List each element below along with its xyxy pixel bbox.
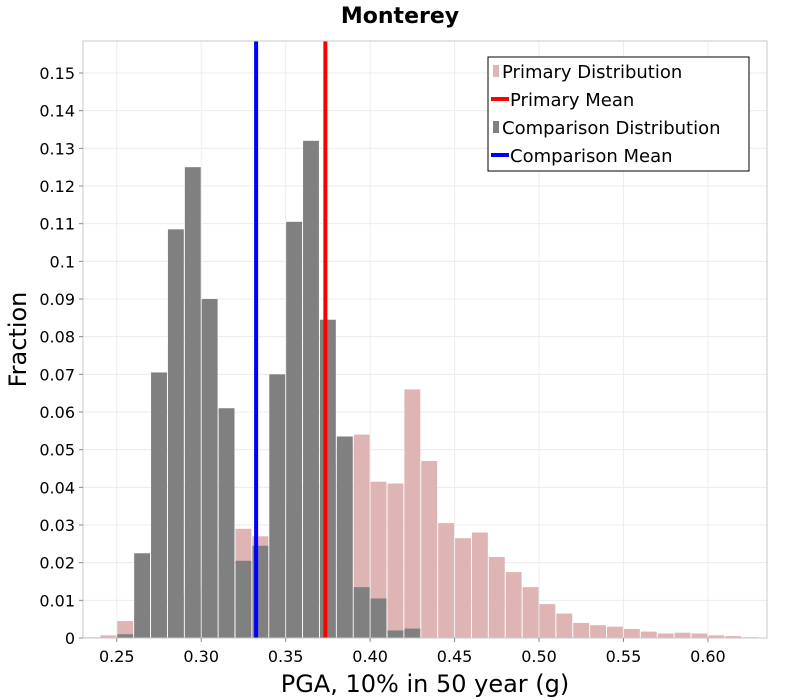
x-tick-label: 0.45 (437, 647, 473, 666)
comparison-distribution-bar (387, 630, 404, 638)
primary-distribution-bar (455, 538, 471, 638)
comparison-distribution-bar (218, 408, 235, 638)
comparison-distribution-bar (184, 167, 201, 638)
plot-frame (82, 40, 768, 639)
primary-distribution-bar (387, 483, 404, 638)
x-axis-ticks: 0.25 0.30 0.35 0.40 0.45 0.50 0.55 0.60 (99, 638, 726, 666)
comparison-distribution-bar (134, 553, 151, 638)
primary-distribution-bar (421, 460, 438, 638)
primary-distribution-bar (117, 621, 134, 638)
y-tick-label: 0.07 (39, 365, 75, 384)
primary-distribution-bar (725, 636, 742, 638)
y-tick-label: 0.06 (39, 403, 75, 422)
y-tick-label: 0.12 (39, 177, 75, 196)
primary-distribution-bar (438, 523, 455, 638)
comparison-distribution-bar (319, 319, 336, 638)
primary-distribution-bar (657, 633, 674, 638)
comparison-distribution-bar (353, 587, 370, 638)
comparison-distribution-bar (269, 374, 286, 638)
y-tick-label: 0.09 (39, 290, 75, 309)
primary-distribution-bar (471, 532, 488, 638)
comparison-distribution-bar (404, 628, 421, 638)
x-tick-label: 0.25 (99, 647, 135, 666)
y-tick-label: 0.02 (39, 554, 75, 573)
primary-distribution-bar (573, 622, 590, 638)
primary-distribution-bar (691, 633, 708, 638)
primary-distribution-legend-label: Primary Distribution (502, 62, 682, 83)
comparison-distribution-bar (201, 299, 218, 638)
primary-distribution-bar (488, 557, 505, 638)
comparison-mean-legend-label: Comparison Mean (510, 146, 673, 167)
plot-border (82, 40, 768, 639)
x-tick-label: 0.50 (521, 647, 557, 666)
y-tick-label: 0.11 (39, 215, 75, 234)
primary-distribution-bar (640, 631, 657, 638)
y-tick-label: 0.14 (39, 102, 75, 121)
y-tick-label: 0.1 (50, 252, 75, 271)
legend-box (487, 56, 750, 172)
mean-lines (254, 41, 328, 638)
primary-distribution-bar (100, 635, 117, 638)
primary-distribution-bar (590, 625, 607, 638)
y-axis-ticks: 0 0.01 0.02 0.03 0.04 0.05 0.06 0.07 0.08 0.09 0.1… (39, 64, 83, 648)
comparison-distribution-bar (286, 221, 303, 638)
primary-distribution-bar (674, 632, 691, 638)
y-tick-label: 0.04 (39, 478, 75, 497)
comparison-distribution-legend-label: Comparison Distribution (502, 118, 721, 139)
y-tick-label: 0.08 (39, 328, 75, 347)
x-axis-label: PGA, 10% in 50 year (g) (281, 670, 570, 698)
legend: Primary Distribution Primary Mean Comparis… (487, 56, 750, 172)
x-tick-label: 0.60 (690, 647, 726, 666)
comparison-distribution-bar (167, 229, 184, 639)
comparison-distribution-legend-swatch (493, 121, 499, 133)
comparison-distribution-bar (151, 372, 167, 638)
x-tick-label: 0.35 (268, 647, 304, 666)
y-tick-label: 0 (65, 629, 75, 648)
primary-distribution-bar (623, 628, 640, 638)
comparison-distribution-bar (370, 598, 387, 638)
comparison-distribution-bar (303, 140, 319, 638)
y-axis-label: Fraction (4, 292, 32, 388)
primary-distribution-bar (539, 604, 556, 638)
primary-distribution-bar (522, 587, 539, 638)
primary-distribution-bar (505, 572, 522, 638)
y-tick-label: 0.15 (39, 64, 75, 83)
primary-mean-legend-label: Primary Mean (510, 90, 634, 111)
comparison-distribution-bar (117, 634, 134, 638)
y-tick-label: 0.13 (39, 139, 75, 158)
x-tick-label: 0.40 (352, 647, 388, 666)
chart-title: Monterey (341, 4, 459, 29)
comparison-distribution-bar (235, 560, 252, 638)
primary-distribution-legend-swatch (493, 65, 499, 77)
y-tick-label: 0.05 (39, 441, 75, 460)
x-tick-label: 0.30 (183, 647, 219, 666)
primary-distribution-bar (607, 626, 623, 638)
primary-distribution-bar (708, 635, 725, 638)
primary-distribution-bar (404, 389, 421, 638)
y-tick-label: 0.03 (39, 516, 75, 535)
y-tick-label: 0.01 (39, 591, 75, 610)
comparison-distribution-bar (336, 436, 353, 638)
primary-distribution-bar (556, 613, 573, 638)
x-tick-label: 0.55 (606, 647, 642, 666)
